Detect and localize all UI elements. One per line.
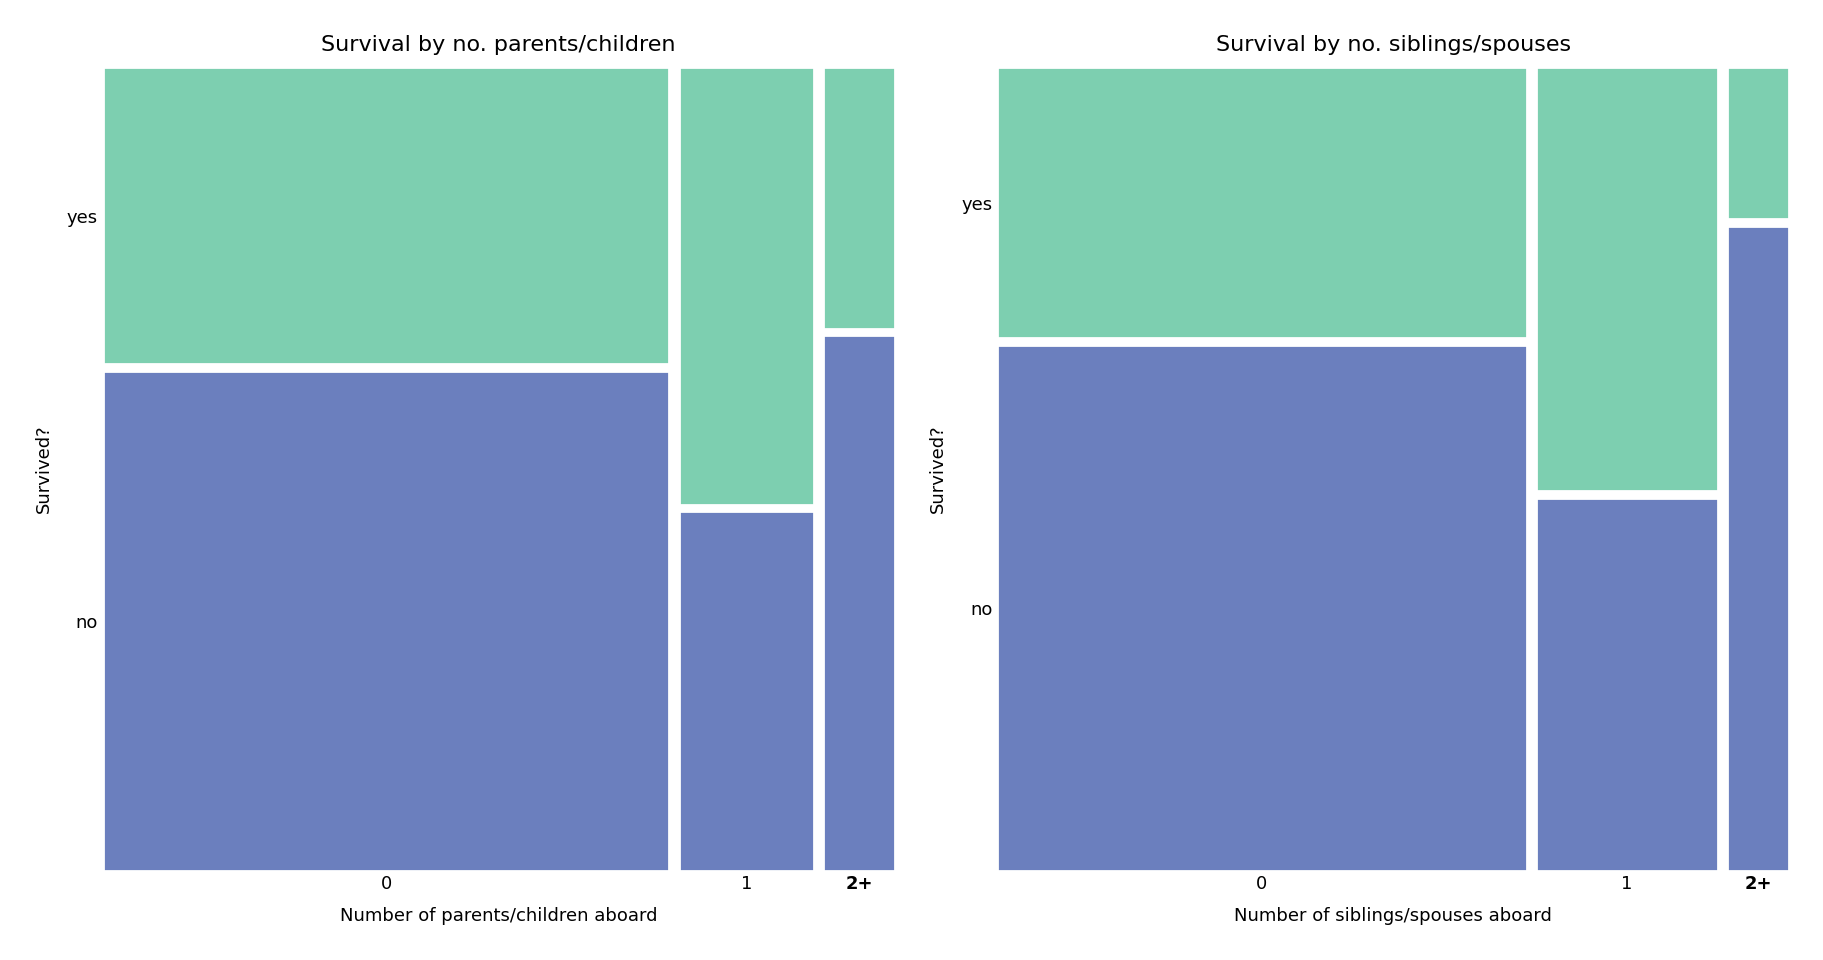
Bar [997, 67, 1526, 338]
X-axis label: Number of siblings/spouses aboard: Number of siblings/spouses aboard [1234, 907, 1551, 925]
Y-axis label: Survived?: Survived? [930, 424, 946, 514]
Bar [678, 67, 813, 505]
Title: Survival by no. parents/children: Survival by no. parents/children [321, 35, 676, 55]
Bar [678, 512, 813, 871]
Title: Survival by no. siblings/spouses: Survival by no. siblings/spouses [1214, 35, 1570, 55]
Bar [1535, 67, 1717, 492]
Bar [102, 371, 669, 871]
Bar [102, 67, 669, 364]
Bar [1535, 498, 1717, 871]
Bar [997, 345, 1526, 871]
X-axis label: Number of parents/children aboard: Number of parents/children aboard [339, 907, 656, 925]
Bar [1726, 67, 1788, 219]
Bar [822, 335, 893, 871]
Bar [822, 67, 893, 328]
Bar [1726, 226, 1788, 871]
Y-axis label: Survived?: Survived? [35, 424, 53, 514]
